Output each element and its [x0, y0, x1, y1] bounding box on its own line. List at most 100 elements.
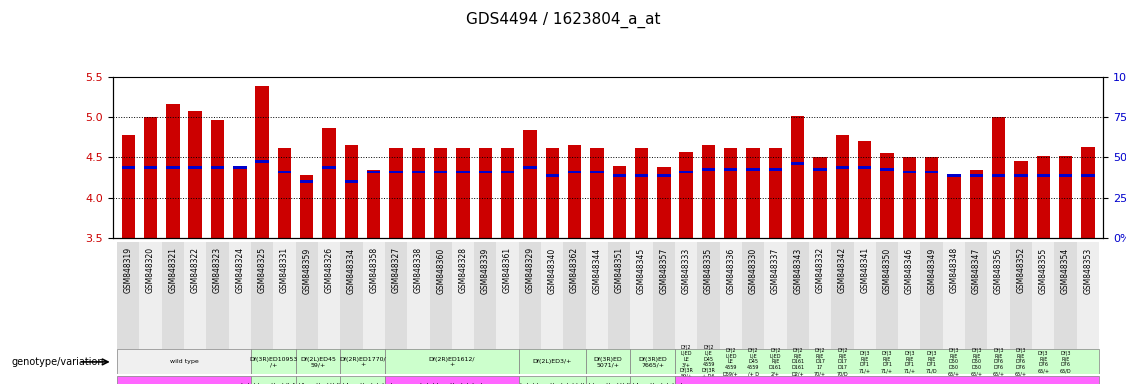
Bar: [412, 170, 425, 174]
Bar: [408, 242, 429, 349]
Bar: [792, 162, 804, 166]
Bar: [988, 242, 1010, 349]
Bar: [211, 166, 224, 169]
Bar: [992, 174, 1006, 177]
Text: Df(3
R)E
D71
71/+: Df(3 R)E D71 71/+: [881, 351, 893, 373]
Bar: [479, 148, 492, 238]
Text: Df(3
R)E
D76
D76
65/+: Df(3 R)E D76 D76 65/+: [1015, 348, 1027, 376]
Text: Df(3R)ED
5071/+: Df(3R)ED 5071/+: [593, 356, 623, 367]
Bar: [322, 128, 336, 238]
Bar: [747, 168, 760, 171]
Text: GSM848355: GSM848355: [1038, 247, 1047, 293]
Bar: [251, 376, 296, 384]
Bar: [858, 166, 872, 169]
Bar: [947, 175, 960, 238]
Bar: [747, 148, 760, 238]
Bar: [765, 242, 787, 349]
Text: GSM848361: GSM848361: [503, 247, 512, 293]
Bar: [701, 168, 715, 171]
Text: GSM848353: GSM848353: [1083, 247, 1092, 293]
Bar: [631, 349, 674, 374]
Bar: [920, 242, 942, 349]
Text: Df(3
R)E
D50
D50
65/+: Df(3 R)E D50 D50 65/+: [971, 348, 982, 376]
Text: GSM848331: GSM848331: [280, 247, 289, 293]
Text: Df(3
R)E
D76
65/D: Df(3 R)E D76 65/D: [1060, 351, 1071, 373]
Bar: [452, 242, 474, 349]
Bar: [363, 242, 385, 349]
Bar: [206, 242, 229, 349]
Text: Df(2R)ED1770/
+: Df(2R)ED1770/ +: [339, 356, 386, 367]
Bar: [881, 153, 894, 238]
Bar: [586, 376, 631, 384]
Text: GSM848341: GSM848341: [860, 247, 869, 293]
Bar: [586, 242, 608, 349]
Bar: [653, 242, 674, 349]
Bar: [590, 170, 604, 174]
Bar: [568, 145, 581, 238]
Bar: [412, 148, 425, 238]
Bar: [1037, 174, 1049, 177]
Text: total length deleted:
551.9 kb: total length deleted: 551.9 kb: [330, 383, 395, 384]
Text: GSM848336: GSM848336: [726, 247, 735, 293]
Text: GSM848328: GSM848328: [458, 247, 467, 293]
Bar: [1015, 174, 1028, 177]
Bar: [854, 242, 876, 349]
Bar: [876, 242, 899, 349]
Bar: [256, 160, 269, 163]
Bar: [1037, 156, 1049, 238]
Text: Df(2
L)E
D45
4559
Df(3R
+ D6: Df(2 L)E D45 4559 Df(3R + D6: [701, 345, 715, 379]
Text: total length deleted:
70.9 kb: total length deleted: 70.9 kb: [241, 383, 305, 384]
Bar: [724, 148, 738, 238]
Bar: [787, 242, 808, 349]
Bar: [992, 117, 1006, 238]
Bar: [701, 145, 715, 238]
Bar: [162, 242, 184, 349]
Text: GSM848320: GSM848320: [146, 247, 155, 293]
Bar: [813, 168, 826, 171]
Bar: [674, 242, 697, 349]
Text: Df(2
L)ED
LE
3/+
Df(3R
59/+: Df(2 L)ED LE 3/+ Df(3R 59/+: [679, 345, 694, 379]
Bar: [724, 168, 738, 171]
Bar: [899, 242, 920, 349]
Bar: [858, 141, 872, 238]
Bar: [697, 242, 720, 349]
Bar: [831, 242, 854, 349]
Text: GSM848332: GSM848332: [815, 247, 824, 293]
Bar: [1033, 242, 1054, 349]
Bar: [1058, 174, 1072, 177]
Text: GSM848325: GSM848325: [258, 247, 267, 293]
Bar: [122, 135, 135, 238]
Bar: [140, 242, 162, 349]
Bar: [122, 166, 135, 169]
Bar: [296, 376, 340, 384]
Bar: [635, 148, 649, 238]
Bar: [1015, 161, 1028, 238]
Bar: [167, 166, 179, 169]
Bar: [256, 86, 269, 238]
Bar: [742, 242, 765, 349]
Bar: [390, 170, 403, 174]
Bar: [456, 170, 470, 174]
Bar: [340, 376, 385, 384]
Bar: [274, 242, 296, 349]
Bar: [835, 166, 849, 169]
Bar: [456, 148, 470, 238]
Bar: [631, 376, 674, 384]
Bar: [501, 170, 515, 174]
Text: GSM848319: GSM848319: [124, 247, 133, 293]
Text: GSM848354: GSM848354: [1061, 247, 1070, 293]
Bar: [542, 242, 563, 349]
Bar: [278, 170, 292, 174]
Bar: [924, 157, 938, 238]
Text: total length deleted:
1003.6 kb: total length deleted: 1003.6 kb: [620, 383, 685, 384]
Bar: [1081, 147, 1094, 238]
Text: GSM848327: GSM848327: [392, 247, 401, 293]
Text: Df(3
R)E
D71
71/+: Df(3 R)E D71 71/+: [859, 351, 870, 373]
Text: Df(3
R)E
D76
65/+: Df(3 R)E D76 65/+: [1037, 351, 1049, 373]
Text: GSM848359: GSM848359: [302, 247, 311, 293]
Text: GSM848339: GSM848339: [481, 247, 490, 293]
Bar: [969, 170, 983, 238]
Bar: [367, 170, 381, 174]
Text: GSM848334: GSM848334: [347, 247, 356, 293]
Bar: [969, 174, 983, 177]
